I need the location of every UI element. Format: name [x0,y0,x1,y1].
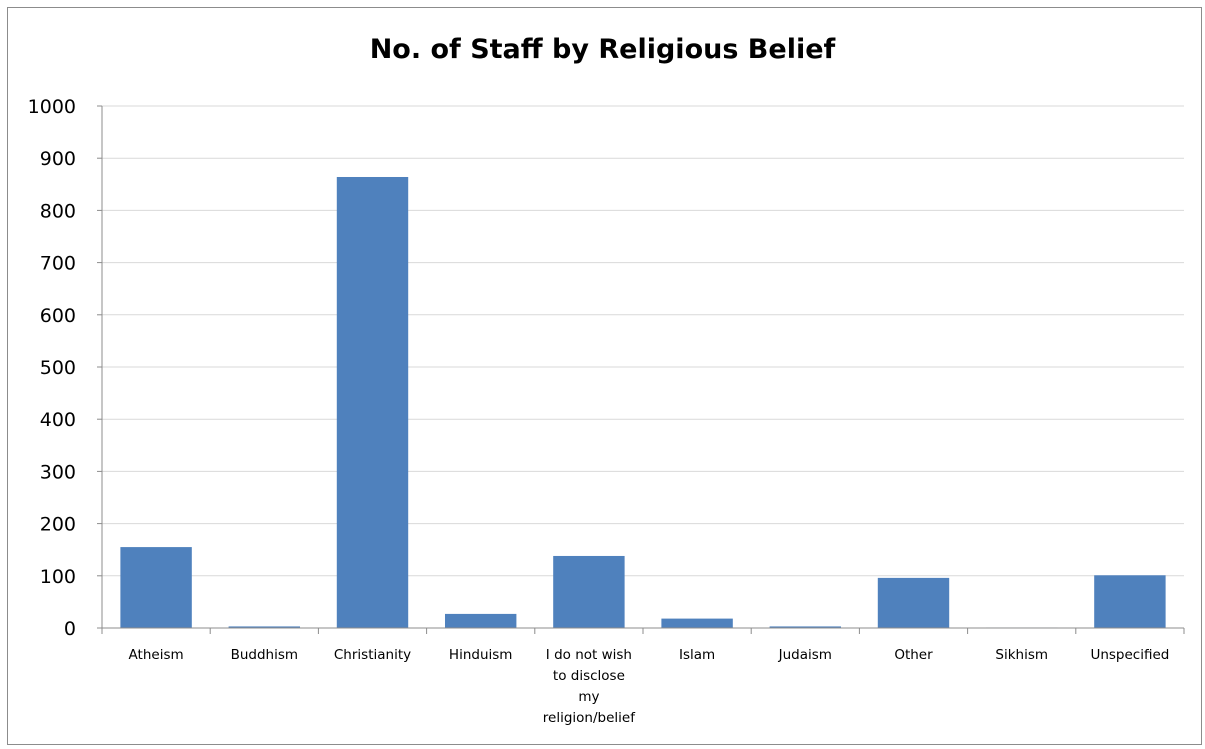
bar [120,547,192,628]
x-tick-label-line: Unspecified [1090,647,1169,663]
x-tick-label-line: Atheism [129,647,184,663]
x-tick-label-line: Hinduism [449,647,513,663]
y-tick-label: 600 [40,305,76,327]
y-tick-label: 800 [40,200,76,222]
x-tick-label-line: Other [894,647,933,663]
gridlines [102,105,1184,577]
x-axis: Atheism Buddhism Christianity Hinduism I do … [101,627,1185,726]
x-tick-label-line: Islam [679,647,715,663]
x-tick-label: Buddhism [231,647,298,663]
x-tick-label: Unspecified [1090,647,1169,663]
x-tick-label-line: I do not wish [546,647,632,663]
bar [769,626,842,628]
x-tick-label: Hinduism [449,647,513,663]
x-tick-label: Sikhism [995,647,1048,663]
x-tick-label-line: my [578,689,599,705]
bar [444,613,517,628]
x-tick-label: Other [894,647,933,663]
x-tick-label-line: Christianity [334,647,411,663]
y-tick-label: 200 [40,514,76,536]
bar [336,176,409,628]
x-tick-label-line: Sikhism [995,647,1048,663]
bar [661,618,733,628]
bar [553,555,625,628]
bars [120,176,1166,629]
y-tick-label: 0 [64,618,76,640]
y-tick-label: 100 [40,566,76,588]
x-tick-label-line: Buddhism [231,647,298,663]
y-tick-label: 300 [40,461,76,483]
chart-title: No. of Staff by Religious Belief [369,34,836,65]
x-tick-label: Christianity [334,647,411,663]
y-tick-label: 900 [40,148,76,170]
bar [1094,575,1166,628]
x-tick-label: I do not wish to disclose my religion/belie… [543,647,636,726]
y-axis: 0 100 200 300 400 500 600 700 800 900 1000 [28,96,103,640]
x-tick-label: Atheism [129,647,184,663]
x-tick-label: Judaism [778,647,832,663]
x-tick-label-line: Judaism [778,647,832,663]
bar [877,577,950,628]
x-tick-label-line: religion/belief [543,710,636,726]
x-tick-label-line: to disclose [553,668,625,684]
y-tick-label: 500 [40,357,76,379]
bar [228,626,301,628]
y-tick-label: 700 [40,253,76,275]
y-tick-label: 1000 [28,96,76,118]
x-tick-label: Islam [679,647,715,663]
y-tick-label: 400 [40,409,76,431]
